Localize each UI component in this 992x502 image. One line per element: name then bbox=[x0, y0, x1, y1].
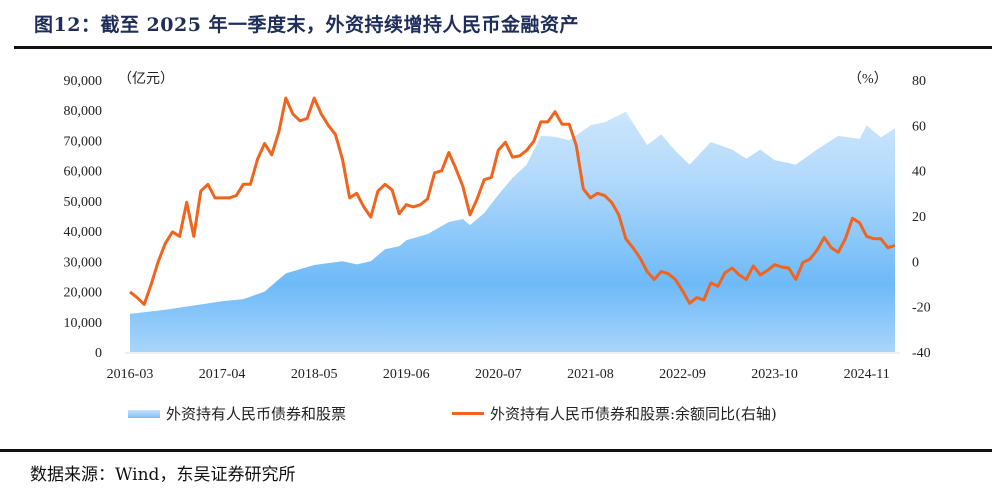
left-unit-label: （亿元） bbox=[118, 71, 174, 87]
area-series-holdings bbox=[130, 111, 895, 352]
left-tick-label: 50,000 bbox=[64, 195, 103, 210]
left-tick-label: 60,000 bbox=[64, 165, 103, 180]
legend-label-area: 外资持有人民币债券和股票 bbox=[166, 405, 347, 423]
x-tick-label: 2023-10 bbox=[751, 367, 798, 382]
left-tick-label: 30,000 bbox=[64, 255, 103, 270]
right-tick-label: 60 bbox=[912, 119, 926, 134]
left-tick-label: 0 bbox=[95, 346, 102, 361]
x-tick-label: 2024-11 bbox=[844, 367, 890, 382]
legend-swatch-line bbox=[452, 412, 484, 415]
left-tick-label: 80,000 bbox=[64, 104, 103, 119]
legend-item-line: 外资持有人民币债券和股票:余额同比(右轴) bbox=[452, 403, 777, 424]
source-rule bbox=[0, 449, 992, 452]
right-tick-label: -20 bbox=[912, 301, 931, 316]
chart: 0 10,000 20,000 30,000 40,000 50,000 60,000 70,… bbox=[64, 71, 931, 382]
left-tick-label: 20,000 bbox=[64, 286, 103, 301]
legend-swatch-area bbox=[128, 409, 160, 418]
figure-title: 图12：截至 2025 年一季度末，外资持续增持人民币金融资产 bbox=[34, 14, 580, 36]
right-unit-label: （%） bbox=[848, 71, 888, 87]
legend-label-line: 外资持有人民币债券和股票:余额同比(右轴) bbox=[490, 405, 777, 423]
left-tick-label: 10,000 bbox=[64, 316, 103, 331]
legend-item-area: 外资持有人民币债券和股票 bbox=[128, 403, 346, 424]
x-tick-label: 2019-06 bbox=[383, 367, 430, 382]
title-rule bbox=[14, 46, 992, 49]
right-tick-label: -40 bbox=[912, 346, 931, 361]
source-note: 数据来源：Wind，东吴证券研究所 bbox=[30, 465, 296, 485]
x-tick-label: 2018-05 bbox=[291, 367, 338, 382]
x-tick-label: 2021-08 bbox=[567, 367, 614, 382]
x-tick-label: 2022-09 bbox=[659, 367, 706, 382]
x-tick-label: 2017-04 bbox=[199, 367, 246, 382]
right-tick-label: 0 bbox=[912, 255, 919, 270]
left-tick-label: 90,000 bbox=[64, 74, 103, 89]
x-tick-label: 2016-03 bbox=[107, 367, 154, 382]
right-tick-label: 20 bbox=[912, 210, 926, 225]
x-tick-label: 2020-07 bbox=[475, 367, 522, 382]
right-tick-label: 80 bbox=[912, 74, 926, 89]
right-tick-label: 40 bbox=[912, 165, 926, 180]
left-tick-label: 70,000 bbox=[64, 134, 103, 149]
left-tick-label: 40,000 bbox=[64, 225, 103, 240]
